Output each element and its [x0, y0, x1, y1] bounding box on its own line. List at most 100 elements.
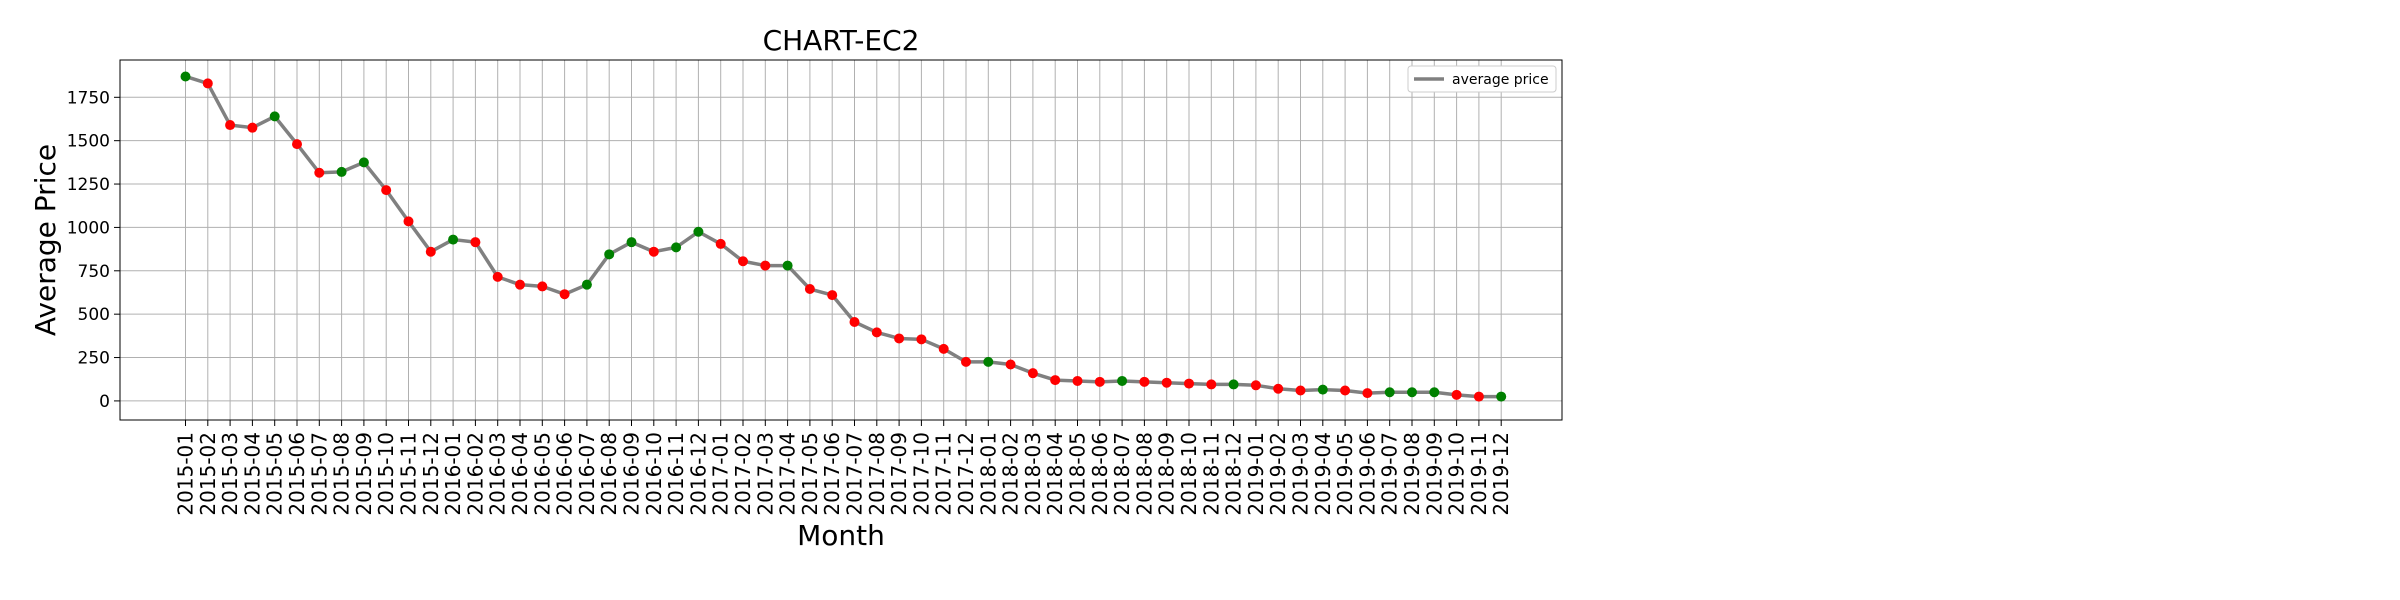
data-point: [648, 246, 659, 257]
data-point: [202, 78, 213, 89]
x-tick-label: 2017-09: [887, 432, 911, 516]
x-tick-label: 2016-11: [664, 432, 688, 516]
x-tick-label: 2017-05: [798, 432, 822, 516]
x-tick-label: 2015-11: [397, 432, 421, 516]
x-tick-label: 2019-07: [1378, 432, 1402, 516]
x-tick-label: 2017-01: [709, 432, 733, 516]
y-tick-label: 250: [78, 349, 110, 369]
x-tick-label: 2018-12: [1222, 432, 1246, 516]
x-tick-label: 2018-03: [1021, 432, 1045, 516]
marker-layer: [180, 71, 1507, 402]
data-point: [381, 185, 392, 196]
data-point: [961, 356, 971, 367]
data-point: [738, 256, 748, 267]
x-tick-label: 2017-03: [753, 432, 777, 516]
x-tick-label: 2015-06: [285, 432, 309, 516]
x-tick-label: 2017-06: [820, 432, 844, 516]
data-point: [314, 167, 325, 178]
x-tick-label: 2019-10: [1445, 432, 1469, 516]
data-point: [1473, 391, 1484, 402]
data-point: [247, 122, 258, 133]
y-tick-label: 1000: [67, 218, 110, 238]
data-point: [180, 71, 191, 82]
x-tick-label: 2016-08: [597, 432, 621, 516]
y-tick-label: 1500: [67, 132, 110, 152]
data-point: [358, 157, 369, 168]
x-axis: 2015-012015-022015-032015-042015-052015-…: [174, 420, 1513, 516]
data-point: [403, 216, 414, 227]
x-tick-label: 2015-08: [330, 432, 354, 516]
x-tick-label: 2017-04: [776, 432, 800, 516]
x-tick-label: 2017-08: [865, 432, 889, 516]
y-axis: 0 250 500 750 1000 1250 1500 1750: [67, 88, 120, 412]
x-axis-label: Month: [797, 519, 885, 552]
x-tick-label: 2018-04: [1043, 432, 1067, 516]
x-tick-label: 2015-07: [307, 432, 331, 516]
data-point: [1407, 387, 1417, 398]
x-tick-label: 2019-12: [1489, 432, 1513, 516]
data-point: [871, 327, 882, 338]
x-tick-label: 2018-01: [976, 432, 1000, 516]
x-tick-label: 2019-02: [1266, 432, 1290, 516]
x-tick-label: 2019-08: [1400, 432, 1424, 516]
data-point: [1206, 379, 1217, 390]
plot-background: [120, 60, 1562, 420]
data-point: [983, 356, 994, 367]
x-tick-label: 2019-05: [1333, 432, 1357, 516]
y-tick-label: 1750: [67, 88, 110, 108]
data-point: [804, 284, 815, 295]
x-tick-label: 2017-11: [932, 432, 956, 516]
legend-label: average price: [1452, 72, 1549, 88]
data-point: [425, 246, 436, 257]
legend: average price: [1407, 65, 1557, 93]
y-tick-label: 0: [99, 392, 110, 412]
x-tick-label: 2015-10: [374, 432, 398, 516]
x-tick-label: 2016-01: [441, 432, 465, 516]
x-tick-label: 2016-10: [642, 432, 666, 516]
x-tick-label: 2016-05: [530, 432, 554, 516]
data-point: [626, 237, 637, 248]
data-point: [336, 166, 347, 177]
x-tick-label: 2017-10: [909, 432, 933, 516]
x-tick-label: 2015-12: [419, 432, 443, 516]
data-point: [1496, 391, 1507, 402]
data-point: [1027, 368, 1038, 379]
data-point: [1050, 375, 1061, 386]
chart-title: CHART-EC2: [763, 24, 920, 57]
x-tick-label: 2019-04: [1311, 432, 1335, 516]
data-point: [559, 289, 570, 300]
data-point: [894, 333, 905, 344]
data-point: [1451, 389, 1462, 400]
x-tick-label: 2017-07: [843, 432, 867, 516]
x-tick-label: 2016-12: [686, 432, 710, 516]
x-tick-label: 2016-07: [575, 432, 599, 516]
y-tick-label: 500: [78, 305, 110, 325]
x-tick-label: 2015-05: [263, 432, 287, 516]
x-tick-label: 2016-04: [508, 432, 532, 516]
data-point: [916, 334, 927, 345]
data-point: [537, 281, 548, 292]
data-point: [492, 271, 503, 282]
x-tick-label: 2018-09: [1155, 432, 1179, 516]
x-tick-label: 2018-11: [1199, 432, 1223, 516]
data-point: [515, 279, 525, 290]
data-point: [849, 316, 860, 327]
x-tick-label: 2017-02: [731, 432, 755, 516]
x-tick-label: 2019-11: [1467, 432, 1491, 516]
data-point: [604, 249, 615, 260]
y-tick-label: 1250: [67, 175, 110, 195]
legend-box: [1407, 65, 1557, 93]
x-tick-label: 2018-06: [1088, 432, 1112, 516]
x-tick-label: 2019-06: [1355, 432, 1379, 516]
data-point: [470, 237, 481, 248]
data-point: [292, 139, 302, 150]
x-tick-label: 2016-06: [553, 432, 577, 516]
data-point: [1362, 388, 1373, 399]
x-tick-label: 2016-09: [620, 432, 644, 516]
x-tick-label: 2015-04: [240, 432, 264, 516]
x-tick-label: 2019-01: [1244, 432, 1268, 516]
data-point: [1317, 384, 1328, 395]
data-point: [1250, 380, 1261, 391]
data-point: [1228, 379, 1239, 390]
data-point: [671, 242, 682, 253]
